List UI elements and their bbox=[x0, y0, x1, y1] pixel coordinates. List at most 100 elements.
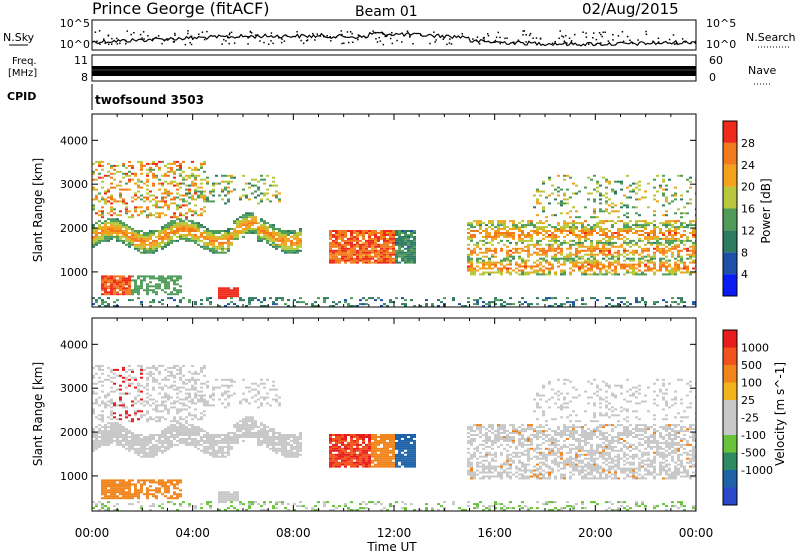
power-cell bbox=[518, 237, 521, 240]
power-cell bbox=[578, 239, 581, 242]
power-cell bbox=[170, 198, 173, 201]
power-cell bbox=[623, 273, 626, 276]
velocity-cell bbox=[119, 424, 122, 427]
power-cell bbox=[371, 251, 374, 254]
power-cell bbox=[260, 178, 263, 181]
power-cell bbox=[164, 283, 167, 286]
power-cell bbox=[665, 265, 668, 268]
velocity-cell bbox=[197, 390, 200, 393]
power-cell bbox=[236, 232, 239, 234]
power-cell bbox=[170, 170, 173, 173]
power-cell bbox=[272, 243, 275, 246]
power-cell bbox=[140, 212, 143, 215]
velocity-cell bbox=[125, 447, 128, 450]
power-cell bbox=[479, 232, 482, 234]
velocity-cell bbox=[155, 368, 158, 371]
velocity-cell bbox=[113, 436, 116, 438]
power-cell bbox=[116, 279, 119, 282]
velocity-cell bbox=[227, 394, 230, 397]
power-cell bbox=[524, 249, 527, 252]
power-cell bbox=[92, 226, 95, 229]
power-cell bbox=[113, 186, 116, 189]
velocity-cell bbox=[95, 416, 98, 419]
power-cell bbox=[413, 255, 416, 258]
power-cell bbox=[257, 188, 260, 191]
power-cell bbox=[656, 174, 659, 177]
velocity-cell bbox=[173, 436, 176, 438]
power-cell bbox=[389, 299, 392, 302]
power-cell bbox=[389, 255, 392, 258]
velocity-cell bbox=[149, 394, 152, 397]
power-cell bbox=[608, 265, 611, 268]
power-cell bbox=[617, 237, 620, 240]
power-cell bbox=[248, 182, 251, 185]
power-cell bbox=[593, 263, 596, 266]
power-cell bbox=[395, 253, 398, 256]
power-cell bbox=[128, 174, 131, 177]
power-cell bbox=[392, 249, 395, 252]
power-cell bbox=[524, 265, 527, 268]
velocity-cell bbox=[221, 392, 224, 395]
power-cell bbox=[293, 234, 296, 236]
velocity-cell bbox=[140, 485, 143, 488]
velocity-cell bbox=[113, 483, 116, 486]
power-cell bbox=[131, 178, 134, 181]
power-cell bbox=[473, 235, 476, 238]
power-cell bbox=[611, 241, 614, 244]
velocity-cell bbox=[125, 491, 128, 494]
power-cell bbox=[626, 243, 629, 246]
power-cell bbox=[569, 253, 572, 256]
velocity-cell bbox=[116, 418, 119, 421]
velocity-cell bbox=[167, 370, 170, 373]
velocity-cell bbox=[215, 451, 218, 454]
power-cell bbox=[92, 228, 95, 230]
power-cell bbox=[512, 269, 515, 272]
power-cell bbox=[329, 245, 332, 248]
velocity-cell bbox=[188, 400, 191, 403]
velocity-cell bbox=[98, 443, 101, 446]
power-cell bbox=[485, 234, 488, 236]
power-cell bbox=[338, 261, 341, 264]
power-cell bbox=[110, 226, 113, 229]
power-cell bbox=[551, 184, 554, 187]
power-cell bbox=[299, 234, 302, 236]
power-cell bbox=[587, 257, 590, 260]
power-cell bbox=[632, 265, 635, 268]
power-cell bbox=[293, 305, 296, 307]
power-cell bbox=[563, 271, 566, 274]
power-cell bbox=[563, 192, 566, 195]
power-cell bbox=[209, 234, 212, 236]
power-cell bbox=[113, 289, 116, 292]
power-cell bbox=[623, 265, 626, 268]
power-cell bbox=[203, 206, 206, 209]
power-cell bbox=[101, 196, 104, 199]
power-cell bbox=[635, 251, 638, 254]
power-cell bbox=[170, 224, 173, 227]
power-cell bbox=[536, 271, 539, 274]
power-cell bbox=[506, 251, 509, 254]
velocity-cell bbox=[176, 493, 179, 496]
power-cell bbox=[677, 232, 680, 234]
power-cell bbox=[185, 230, 188, 232]
power-cell bbox=[476, 245, 479, 248]
power-cell bbox=[179, 301, 182, 304]
power-cell bbox=[485, 228, 488, 230]
power-cell bbox=[149, 275, 152, 278]
velocity-cell bbox=[155, 449, 158, 452]
power-cell bbox=[404, 247, 407, 250]
power-cell bbox=[590, 230, 593, 232]
power-cell bbox=[605, 249, 608, 252]
power-cell bbox=[362, 247, 365, 250]
power-cell bbox=[575, 192, 578, 195]
velocity-cell bbox=[146, 495, 149, 498]
velocity-cell bbox=[161, 439, 164, 442]
power-cell bbox=[686, 271, 689, 274]
power-cell bbox=[101, 164, 104, 167]
nsearch-point bbox=[94, 31, 97, 33]
velocity-cell bbox=[125, 438, 128, 440]
velocity-cell bbox=[116, 388, 119, 391]
power-cell bbox=[347, 249, 350, 252]
power-cell bbox=[356, 251, 359, 254]
power-cell bbox=[686, 265, 689, 268]
velocity-cell bbox=[134, 436, 137, 438]
